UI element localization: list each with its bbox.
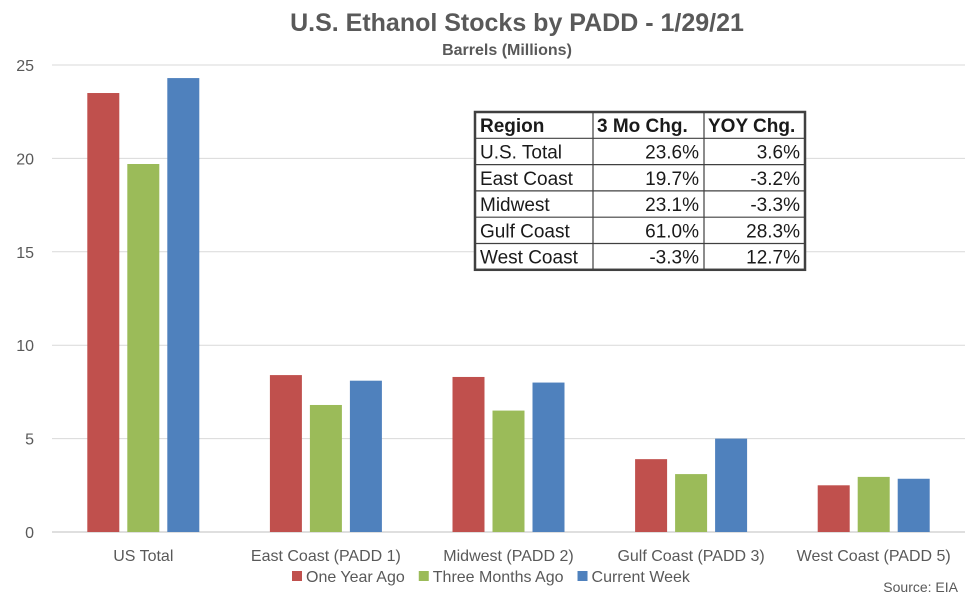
table-cell: 3.6% [757, 142, 800, 163]
table-header-cell: Region [480, 116, 544, 137]
table-cell: 61.0% [645, 221, 699, 242]
x-tick-label: US Total [113, 548, 173, 565]
x-tick-label: West Coast (PADD 5) [797, 548, 951, 565]
bar-three-months-ago [127, 164, 160, 532]
table-cell: 19.7% [645, 169, 699, 190]
bar-three-months-ago [675, 474, 708, 532]
legend-label: Current Week [592, 569, 691, 586]
bar-one-year-ago [87, 93, 120, 533]
y-tick-label: 20 [16, 151, 34, 168]
bar-current-week [532, 382, 565, 532]
legend-label: One Year Ago [306, 569, 405, 586]
bar-one-year-ago [635, 459, 668, 532]
table-cell: West Coast [480, 248, 579, 269]
legend-swatch [577, 571, 588, 581]
legend-swatch [292, 571, 302, 581]
bar-three-months-ago [492, 410, 525, 532]
bar-one-year-ago [817, 485, 850, 532]
table-cell: East Coast [480, 169, 574, 190]
legend-label: Three Months Ago [433, 569, 564, 586]
y-tick-label: 15 [16, 245, 34, 262]
y-tick-label: 5 [25, 432, 34, 449]
bar-current-week [349, 380, 382, 532]
table-cell: 23.6% [645, 142, 699, 163]
legend-swatch [418, 571, 429, 581]
y-axis: 0 5 10 15 20 25 [16, 58, 34, 542]
bar-three-months-ago [309, 404, 342, 532]
y-tick-label: 10 [16, 338, 34, 355]
bar-one-year-ago [452, 376, 485, 532]
x-tick-label: Midwest (PADD 2) [443, 548, 573, 565]
x-tick-label: East Coast (PADD 1) [251, 548, 401, 565]
table-cell: 23.1% [645, 195, 699, 216]
table-cell: 28.3% [746, 221, 800, 242]
chart-subtitle: Barrels (Millions) [442, 42, 572, 59]
bar-one-year-ago [269, 375, 302, 532]
table-header-cell: YOY Chg. [708, 116, 795, 137]
table-cell: 12.7% [746, 248, 800, 269]
y-tick-label: 25 [16, 58, 34, 75]
y-tick-label: 0 [25, 525, 34, 542]
source-note: Source: EIA [883, 579, 958, 595]
chart-title: U.S. Ethanol Stocks by PADD - 1/29/21 [290, 9, 744, 37]
table-cell: -3.3% [649, 248, 699, 269]
bar-current-week [167, 78, 200, 533]
bar-current-week [897, 478, 930, 532]
bar-three-months-ago [857, 476, 890, 532]
x-axis: US Total East Coast (PADD 1) Midwest (PADD… [113, 548, 951, 565]
change-table: Region 3 Mo Chg. YOY Chg. U.S. Total 23.6% 3.… [473, 110, 807, 272]
table-cell: -3.3% [750, 195, 800, 216]
table-header-cell: 3 Mo Chg. [597, 116, 688, 137]
x-tick-label: Gulf Coast (PADD 3) [617, 548, 764, 565]
table-cell: Gulf Coast [480, 221, 570, 242]
table-cell: U.S. Total [480, 142, 562, 163]
bar-current-week [715, 438, 748, 532]
table-cell: Midwest [480, 195, 550, 216]
bars [87, 78, 930, 533]
table-cell: -3.2% [750, 169, 800, 190]
legend: One Year Ago Three Months Ago Current Week [292, 569, 691, 586]
